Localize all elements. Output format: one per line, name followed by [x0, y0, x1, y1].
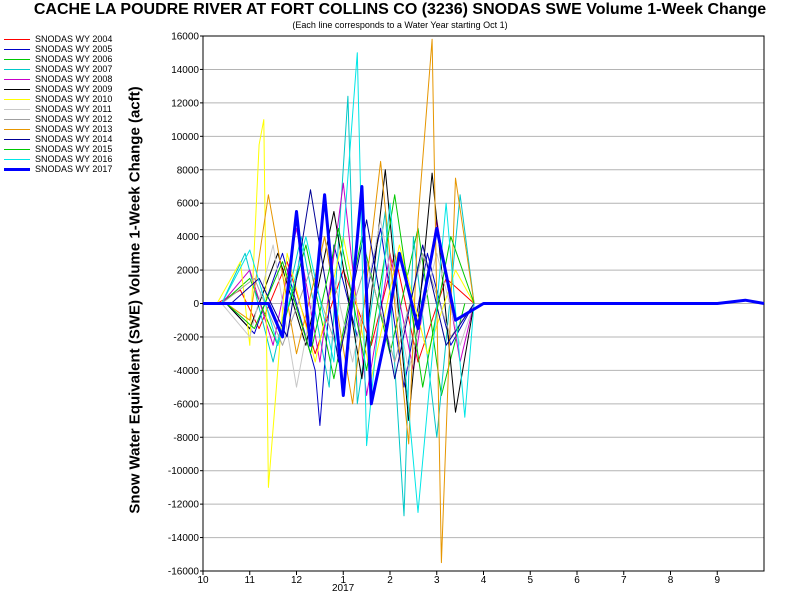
x-tick-label: 8 [668, 575, 674, 586]
x-tick-label: 10 [197, 575, 209, 586]
legend-item: SNODAS WY 2013 [4, 124, 134, 134]
y-tick-label: 12000 [171, 98, 199, 109]
y-tick-label: 10000 [171, 132, 199, 143]
x-tick-label: 2 [387, 575, 393, 586]
legend-swatch [4, 89, 30, 90]
legend-item: SNODAS WY 2011 [4, 104, 134, 114]
legend-swatch [4, 139, 30, 140]
legend-item: SNODAS WY 2014 [4, 134, 134, 144]
legend-swatch [4, 129, 30, 130]
series-line [226, 227, 475, 426]
legend-item: SNODAS WY 2010 [4, 94, 134, 104]
chart-subtitle: (Each line corresponds to a Water Year s… [292, 20, 508, 30]
x-tick-label: 9 [714, 575, 720, 586]
legend-item: SNODAS WY 2016 [4, 154, 134, 164]
legend-label: SNODAS WY 2009 [35, 84, 113, 94]
legend-swatch [4, 109, 30, 110]
legend-item: SNODAS WY 2009 [4, 84, 134, 94]
chart-title: CACHE LA POUDRE RIVER AT FORT COLLINS CO… [33, 1, 767, 18]
legend-swatch [4, 49, 30, 50]
series-line [203, 185, 765, 406]
legend-label: SNODAS WY 2012 [35, 114, 113, 124]
legend-label: SNODAS WY 2016 [35, 154, 113, 164]
y-tick-label: -12000 [168, 500, 200, 511]
legend-item: SNODAS WY 2017 [4, 164, 134, 174]
y-tick-label: 2000 [177, 266, 200, 277]
legend-swatch [4, 99, 30, 100]
y-tick-label: -4000 [173, 366, 199, 377]
y-tick-label: -8000 [173, 433, 199, 444]
y-tick-label: -14000 [168, 533, 200, 544]
legend-item: SNODAS WY 2008 [4, 74, 134, 84]
series-line [226, 38, 475, 564]
legend-label: SNODAS WY 2005 [35, 44, 113, 54]
legend-swatch [4, 159, 30, 160]
y-tick-label: 6000 [177, 199, 200, 210]
legend-label: SNODAS WY 2006 [35, 54, 113, 64]
x-tick-label: 4 [481, 575, 487, 586]
legend-label: SNODAS WY 2017 [35, 164, 113, 174]
legend-item: SNODAS WY 2015 [4, 144, 134, 154]
y-tick-label: 16000 [171, 32, 199, 43]
legend-item: SNODAS WY 2006 [4, 54, 134, 64]
x-tick-label: 1 [340, 575, 346, 586]
y-tick-label: 8000 [177, 165, 200, 176]
x-tick-label: 6 [574, 575, 580, 586]
x-tick-label: 12 [291, 575, 303, 586]
legend-swatch [4, 168, 30, 171]
legend-swatch [4, 119, 30, 120]
legend-label: SNODAS WY 2008 [35, 74, 113, 84]
chart-legend: SNODAS WY 2004 SNODAS WY 2005 SNODAS WY 20… [4, 34, 134, 174]
y-tick-label: -6000 [173, 399, 199, 410]
x-tick-label: 3 [434, 575, 440, 586]
legend-label: SNODAS WY 2007 [35, 64, 113, 74]
legend-item: SNODAS WY 2005 [4, 44, 134, 54]
legend-label: SNODAS WY 2004 [35, 34, 113, 44]
series-line [221, 52, 475, 513]
y-tick-label: -10000 [168, 466, 200, 477]
y-tick-label: 4000 [177, 232, 200, 243]
legend-label: SNODAS WY 2014 [35, 134, 113, 144]
legend-swatch [4, 59, 30, 60]
legend-item: SNODAS WY 2007 [4, 64, 134, 74]
y-tick-label: 14000 [171, 65, 199, 76]
series-line [226, 169, 475, 421]
series-line [221, 227, 466, 396]
series-line [221, 219, 475, 388]
x-year-label: 2017 [332, 583, 355, 594]
legend-item: SNODAS WY 2012 [4, 114, 134, 124]
series-line [221, 95, 475, 517]
y-tick-label: 0 [193, 299, 199, 310]
legend-swatch [4, 149, 30, 150]
legend-label: SNODAS WY 2011 [35, 104, 112, 114]
legend-label: SNODAS WY 2010 [35, 94, 113, 104]
x-tick-label: 5 [527, 575, 533, 586]
x-tick-label: 7 [621, 575, 627, 586]
legend-swatch [4, 69, 30, 70]
legend-label: SNODAS WY 2015 [35, 144, 113, 154]
legend-swatch [4, 79, 30, 80]
legend-item: SNODAS WY 2004 [4, 34, 134, 44]
y-tick-label: -16000 [168, 567, 200, 578]
x-tick-label: 11 [245, 575, 256, 586]
y-tick-label: -2000 [173, 332, 199, 343]
legend-label: SNODAS WY 2013 [35, 124, 113, 134]
legend-swatch [4, 39, 30, 40]
